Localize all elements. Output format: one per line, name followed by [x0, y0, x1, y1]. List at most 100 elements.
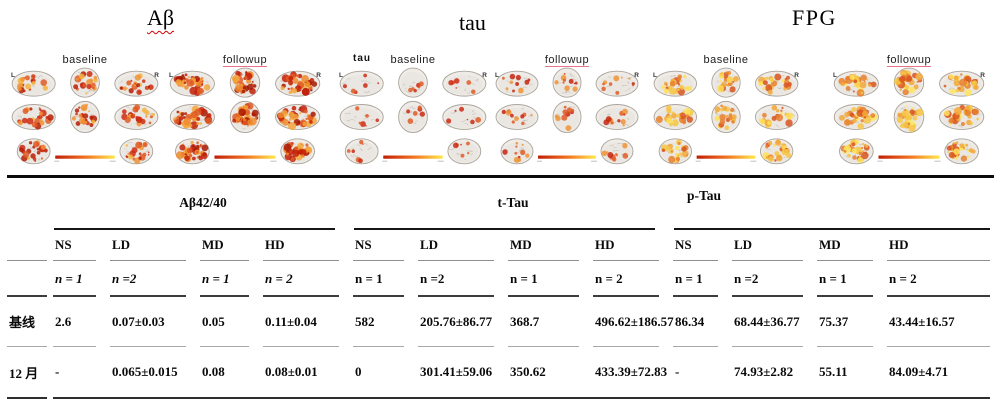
panel-label: followup	[166, 54, 324, 67]
col-header-hd: HD	[887, 229, 994, 261]
brain-montage-area: L R	[650, 67, 802, 171]
col-header-hd: HD	[593, 229, 673, 261]
col-header-ld: LD	[732, 229, 817, 261]
col-header-ld: LD	[418, 229, 508, 261]
tau-panel-corner-label: tau	[353, 53, 371, 64]
brain-montage	[169, 67, 321, 165]
table-cell: 43.44±16.57	[887, 297, 994, 347]
col-header-md: MD	[508, 229, 593, 261]
panel-abeta-followup: followup L R	[166, 54, 324, 172]
table-cell: 368.7	[508, 297, 593, 347]
left-hemisphere-label: L	[833, 72, 837, 79]
table-cell: 0.08	[200, 347, 263, 399]
panel-tau-followup: followup L R	[492, 54, 642, 172]
table-cell: 496.62±186.57	[593, 297, 674, 347]
left-hemisphere-label: L	[339, 72, 343, 79]
table-cell: 0.08±0.01	[263, 347, 353, 399]
col-header-md: MD	[817, 229, 887, 261]
table-cell: 74.93±2.82	[732, 347, 818, 399]
n-count-cell: n = 1	[200, 261, 263, 297]
table-cell: -	[53, 347, 110, 399]
n-count-cell: n =2	[732, 261, 817, 297]
right-hemisphere-label: R	[482, 72, 487, 79]
left-hemisphere-label: L	[11, 72, 15, 79]
panel-label-text: baseline	[703, 54, 749, 66]
table-cell: 86.34	[673, 297, 732, 347]
col-header-ns: NS	[673, 229, 732, 261]
n-count-cell: n = 1	[53, 261, 110, 297]
panel-label: baseline	[8, 54, 162, 67]
right-hemisphere-label: R	[980, 72, 985, 79]
right-hemisphere-label: R	[316, 72, 321, 79]
panel-fpg-followup: followup L R	[830, 54, 988, 172]
n-count-cell: n = 2	[263, 261, 353, 297]
brain-montage-area: L R	[166, 67, 324, 171]
brain-montage	[11, 67, 159, 165]
biomarker-table: Aβ42/40 t-Tau p-Tau NS LD MD HD NS LD MD…	[7, 175, 994, 399]
stub-cell	[7, 177, 53, 229]
table-cell: -	[673, 347, 733, 399]
brain-montage	[833, 67, 985, 165]
table-cell: 301.41±59.06	[418, 347, 508, 399]
table-cell: 75.37	[817, 297, 887, 347]
right-hemisphere-label: R	[794, 72, 799, 79]
col-header-ld: LD	[110, 229, 200, 261]
panel-label: baseline	[336, 54, 490, 67]
group-header-text: p-Tau	[687, 188, 722, 204]
panel-label: followup	[830, 54, 988, 67]
right-hemisphere-label: R	[634, 72, 639, 79]
row-label-baseline: 基线	[7, 297, 53, 347]
stub-cell	[7, 229, 53, 261]
table-cell: 205.76±86.77	[418, 297, 508, 347]
brain-montage-area: L R	[830, 67, 988, 171]
brain-montage-area: L R	[336, 67, 490, 171]
n-count-cell: n = 1	[508, 261, 593, 297]
n-count-cell: n = 1	[673, 261, 732, 297]
brain-figure: tau baseline L R followup L R baseline L…	[0, 53, 999, 174]
panel-tau-baseline: baseline L R	[336, 54, 490, 172]
brain-montage-area: L R	[492, 67, 642, 171]
panel-label-text: followup	[544, 54, 590, 67]
n-count-cell: n = 1	[353, 261, 418, 297]
table-cell: 68.44±36.77	[732, 297, 817, 347]
table-cell: 582	[353, 297, 418, 347]
brain-montage	[339, 67, 487, 165]
table-cell: 350.62	[508, 347, 593, 399]
brain-montage	[653, 67, 799, 165]
stub-cell	[7, 261, 53, 297]
group-header-p-tau: p-Tau	[673, 177, 994, 229]
table-cell: 433.39±72.83	[593, 347, 674, 399]
left-hemisphere-label: L	[495, 72, 499, 79]
group-header-t-tau: t-Tau	[353, 177, 673, 229]
table-cell: 0.07±0.03	[110, 297, 200, 347]
panel-label: followup	[492, 54, 642, 67]
panel-fpg-baseline: baseline L R	[650, 54, 802, 172]
n-count-cell: n = 2	[593, 261, 673, 297]
col-header-hd: HD	[263, 229, 353, 261]
panel-abeta-baseline: baseline L R	[8, 54, 162, 172]
panel-label-text: baseline	[62, 54, 108, 66]
group-header-text: Aβ42/40	[179, 195, 227, 211]
table-cell: 55.11	[817, 347, 888, 399]
brain-montage	[495, 67, 639, 165]
section-title-tau: tau	[459, 10, 486, 35]
left-hemisphere-label: L	[653, 72, 657, 79]
panel-label: baseline	[650, 54, 802, 67]
table-cell: 2.6	[53, 297, 110, 347]
col-header-ns: NS	[53, 229, 110, 261]
table-cell: 0	[353, 347, 418, 399]
group-header-text: t-Tau	[497, 195, 529, 211]
col-header-md: MD	[200, 229, 263, 261]
n-count-cell: n =2	[110, 261, 200, 297]
panel-label-text: followup	[886, 54, 932, 67]
right-hemisphere-label: R	[154, 72, 159, 79]
table-cell: 84.09±4.71	[887, 347, 994, 399]
panel-label-text: followup	[222, 54, 268, 67]
panel-label-text: baseline	[390, 54, 436, 66]
left-hemisphere-label: L	[169, 72, 173, 79]
n-count-cell: n =2	[418, 261, 508, 297]
table-cell: 0.065±0.015	[110, 347, 200, 399]
n-count-cell: n = 1	[817, 261, 887, 297]
brain-montage-area: L R	[8, 67, 162, 171]
row-label-12-months: 12 月	[7, 347, 53, 399]
